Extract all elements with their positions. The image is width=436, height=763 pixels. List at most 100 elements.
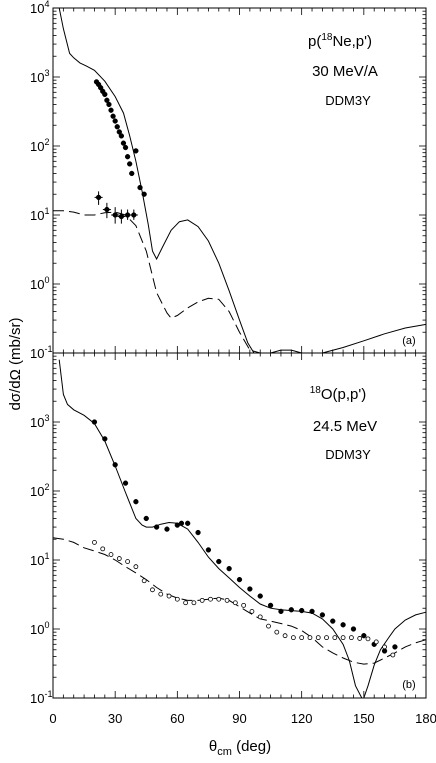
panel-a-y-tick-exp: 0 [44, 275, 49, 285]
panel-b-data-point [141, 578, 147, 584]
panel-a-y-tick-base: 10 [30, 277, 44, 292]
panel-b-data-point [91, 419, 98, 425]
panel-b-data-point [185, 520, 191, 526]
panel-b-data-point [102, 436, 108, 442]
x-axis-label-unit: (deg) [232, 738, 271, 755]
panel-a-y-tick-exp: 2 [44, 137, 49, 147]
x-axis-label-sub: cm [217, 746, 232, 758]
panel-a-data-point [124, 212, 131, 218]
panel-b-data-point [373, 639, 379, 645]
panel-a-data-point [118, 213, 125, 220]
panel-b-data-point [174, 596, 180, 602]
panel-a-y-tick-base: 10 [30, 1, 44, 16]
panel-b-data-point [340, 622, 346, 628]
panel-a-y-tick-label: 100 [30, 275, 49, 292]
panel-b-solid-line-series [58, 359, 427, 699]
panel-b-data-point [348, 635, 354, 641]
panel-b-data-point [392, 644, 398, 650]
panel-b-data-point [224, 597, 230, 603]
panel-b-data-point [199, 597, 205, 603]
panel-b-y-tick-label: 101 [30, 551, 49, 568]
x-tick-label: 90 [232, 711, 246, 726]
panel-b-data-point [195, 529, 201, 536]
panel-a-data-point [133, 148, 139, 154]
panel-b-data-point [166, 593, 172, 599]
panel-a-dashed-line-series [53, 210, 261, 354]
panel-b-data-point [315, 635, 321, 641]
panel-a-data-point [104, 206, 110, 213]
x-tick-label: 120 [291, 711, 313, 726]
panel-b-data-point [290, 635, 296, 641]
panel-a-solid-line-series [58, 7, 427, 354]
panel-a-data-point [137, 184, 143, 191]
panel-b-data-point [143, 515, 149, 522]
panel-a-y-tick-base: 10 [30, 208, 44, 223]
panel-b-data-point [361, 633, 367, 639]
panel-b-data-point [158, 591, 164, 597]
panel-a-data-point [112, 118, 118, 124]
panel-a-data-point [112, 212, 118, 218]
panel-a-y-tick-label: 10-1 [30, 344, 52, 361]
panel-b-dashed-line-series [52, 537, 427, 665]
panel-b-data-point [278, 608, 284, 615]
panel-b-data-point [324, 635, 329, 641]
panel-b-y-tick-exp: 2 [44, 482, 49, 492]
panel-b-data-point [150, 587, 155, 593]
panel-b-data-point [299, 607, 305, 614]
panel-b-data-point [216, 558, 222, 565]
panel-b-data-point [133, 499, 139, 505]
panel-b-data-point [241, 602, 247, 608]
panel-b-data-point [390, 652, 396, 658]
panel-b-data-point [357, 636, 363, 641]
panel-b-data-point [350, 626, 357, 632]
x-tick-label: 60 [170, 711, 184, 726]
panel-b-data-point [205, 547, 212, 553]
panel-b-y-tick-label: 10-1 [30, 689, 52, 706]
panel-b-data-point [236, 576, 243, 583]
panel-a-annotation-model: DDM3Y [325, 93, 371, 108]
panel-b-y-tick-label: 100 [30, 620, 49, 637]
panel-b-data-point [92, 539, 97, 545]
panel-a-y-tick-exp: 1 [44, 206, 49, 216]
panel-b-data-point [247, 586, 253, 592]
panel-a-data-point [124, 154, 131, 160]
y-axis-label: dσ/dΩ (mb/sr) [7, 318, 24, 411]
panel-a-data-point [118, 133, 125, 139]
panel-b-data-point [164, 526, 170, 532]
panel-b-y-tick-label: 102 [30, 482, 49, 499]
panel-a-data-point [131, 212, 137, 218]
panel-b-data-point [288, 607, 294, 613]
panel-a-data-point [106, 101, 112, 108]
x-tick-label: 180 [415, 711, 436, 726]
panel-b-frame [52, 352, 427, 699]
panel-b-annotation-reaction: 18O(p,p') [310, 385, 367, 403]
panel-a-y-tick-label: 104 [30, 0, 49, 16]
panel-a-data-point [104, 97, 110, 103]
panel-b-y-tick-base: 10 [30, 622, 44, 637]
panel-b-plot-area [52, 359, 427, 699]
panel-b-reaction-sup: 18 [310, 385, 322, 396]
panel-a-annotation-reaction: p(18Ne,p') [308, 32, 372, 50]
panel-b-y-tick-exp: 0 [44, 620, 49, 630]
panel-a-data-point [102, 91, 108, 98]
panel-b-data-point [108, 552, 114, 557]
panel-b-data-point [191, 600, 197, 606]
panel-b-data-point [340, 635, 346, 641]
panel-b-reaction-post: O(p,p') [321, 386, 366, 403]
x-axis-label: θcm (deg) [209, 738, 271, 758]
panel-a-data-point [129, 170, 135, 177]
panel-b-y-tick-base: 10 [30, 415, 44, 430]
panel-a-data-point [141, 191, 147, 197]
panel-b-data-point [122, 480, 129, 486]
panel-b-data-point [100, 546, 106, 552]
panel-a-plot-area [53, 7, 427, 354]
panel-b-data-point [266, 623, 271, 629]
panel-a-data-point [114, 124, 120, 130]
x-ticks: 0 30 60 90 120 150 180 [49, 711, 436, 726]
panel-b-y-tick-exp: -1 [44, 689, 52, 699]
panel-b-data-point [382, 644, 387, 650]
panel-a-reaction-post: Ne,p') [332, 33, 372, 50]
